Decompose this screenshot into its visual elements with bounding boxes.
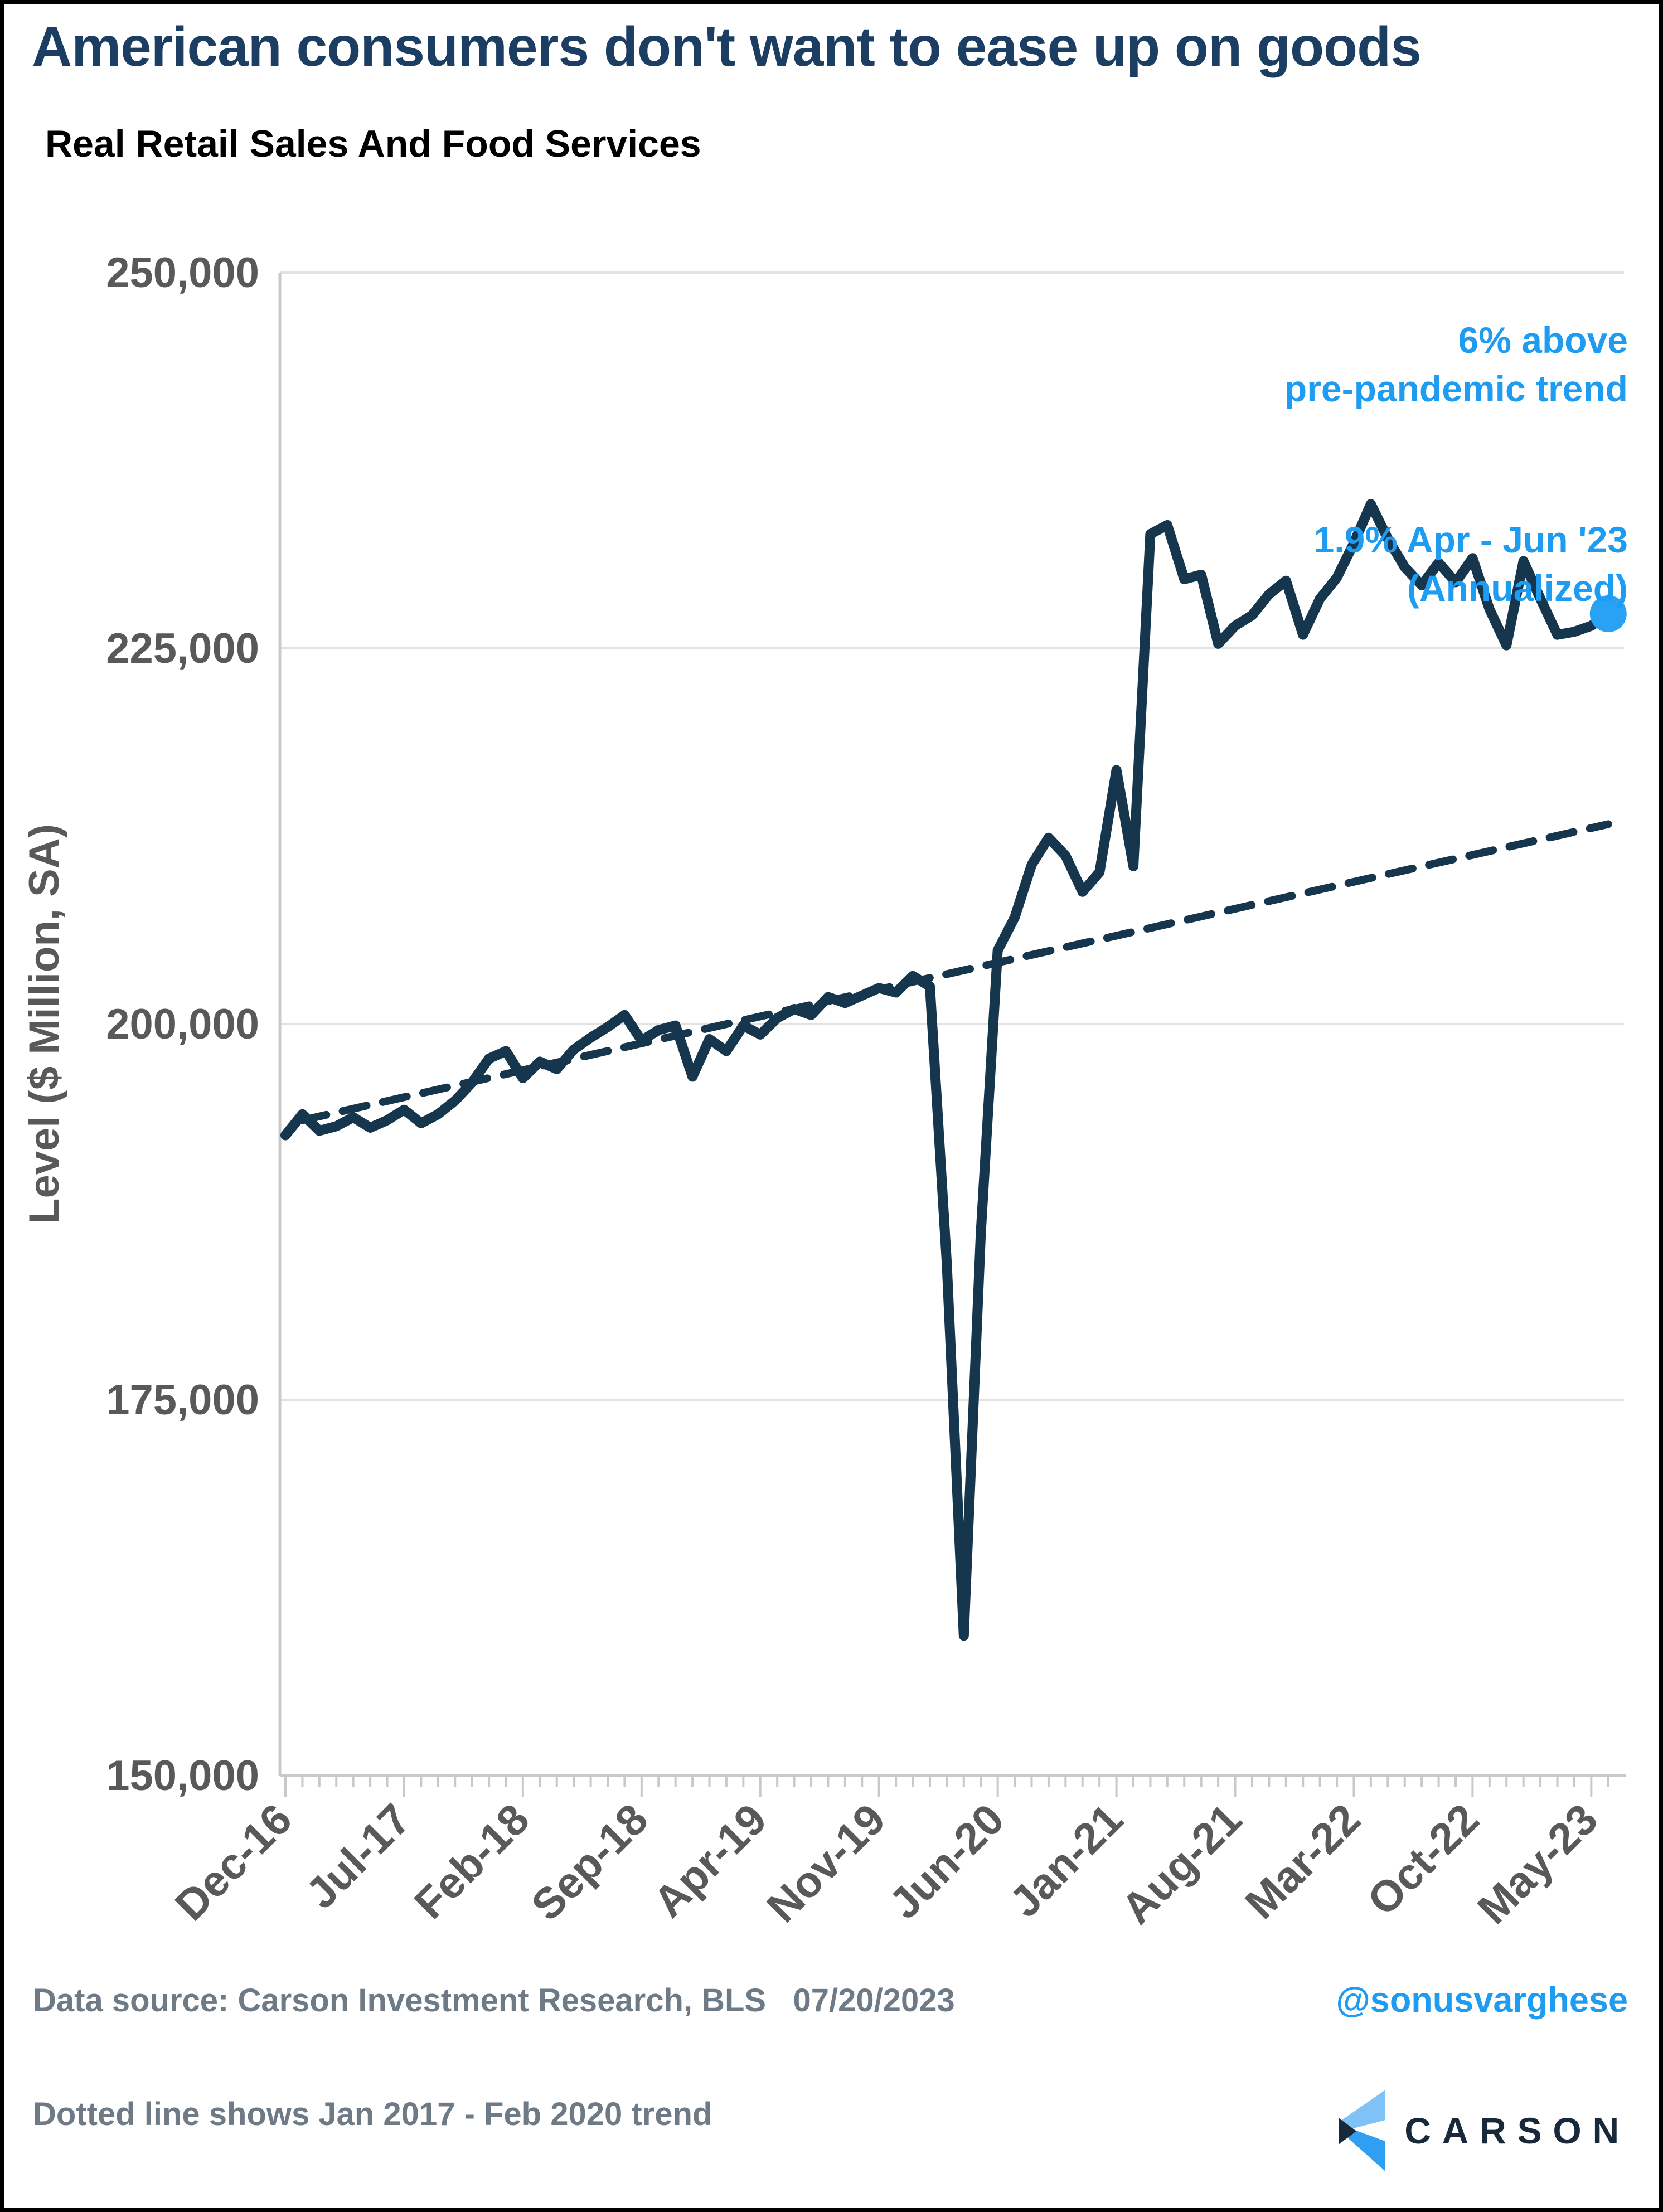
carson-logo: CARSON bbox=[1339, 2089, 1630, 2172]
x-tick-label: Mar-22 bbox=[1235, 1794, 1369, 1928]
annotation-above-trend-line2: pre-pandemic trend bbox=[1284, 368, 1628, 410]
annotation-above-trend: 6% above pre-pandemic trend bbox=[1284, 316, 1628, 413]
annotation-recent-rate-line2: (Annualized) bbox=[1407, 567, 1628, 609]
x-tick-label: Dec-16 bbox=[166, 1794, 301, 1930]
page-title: American consumers don't want to ease up… bbox=[32, 16, 1422, 78]
annotation-recent-rate-line1: 1.9% Apr - Jun '23 bbox=[1313, 519, 1628, 560]
retail-sales-line-chart: 150,000 175,000 200,000 225,000 250,000 Dec-1… bbox=[21, 249, 1627, 1933]
carson-logo-text: CARSON bbox=[1404, 2110, 1630, 2151]
y-tick-label: 175,000 bbox=[106, 1376, 259, 1424]
carson-logo-icon bbox=[1339, 2090, 1386, 2171]
x-tick-label: Jan-21 bbox=[1000, 1794, 1132, 1927]
y-tick-label: 200,000 bbox=[106, 1001, 259, 1048]
trend-note-text: Dotted line shows Jan 2017 - Feb 2020 tr… bbox=[33, 2096, 712, 2132]
x-tick-label: Oct-22 bbox=[1358, 1794, 1489, 1925]
y-tick-label: 225,000 bbox=[106, 625, 259, 672]
annotation-recent-rate: 1.9% Apr - Jun '23 (Annualized) bbox=[1314, 516, 1628, 613]
x-tick-label: Apr-19 bbox=[644, 1794, 776, 1927]
chart-subtitle: Real Retail Sales And Food Services bbox=[45, 123, 701, 165]
x-tick-label: Nov-19 bbox=[758, 1794, 895, 1932]
x-tick-label: Aug-21 bbox=[1112, 1794, 1250, 1933]
y-axis-title: Level ($ Million, SA) bbox=[21, 824, 68, 1224]
twitter-handle: @sonusvarghese bbox=[1336, 1981, 1628, 2020]
y-tick-label: 250,000 bbox=[106, 249, 259, 297]
x-tick-label: Sep-18 bbox=[522, 1794, 657, 1930]
last-point-marker bbox=[1589, 595, 1627, 632]
x-tick-label: Feb-18 bbox=[405, 1794, 539, 1928]
series-line bbox=[280, 499, 1613, 1641]
annotation-above-trend-line1: 6% above bbox=[1458, 319, 1628, 361]
trend-dashed-line bbox=[298, 820, 1612, 1124]
data-source-text: Data source: Carson Investment Research,… bbox=[33, 1982, 955, 2019]
x-tick-label: Jul-17 bbox=[296, 1794, 420, 1918]
y-tick-label: 150,000 bbox=[106, 1752, 259, 1799]
x-tick-label: May-23 bbox=[1468, 1794, 1607, 1933]
x-tick-label: Jun-20 bbox=[880, 1794, 1014, 1928]
